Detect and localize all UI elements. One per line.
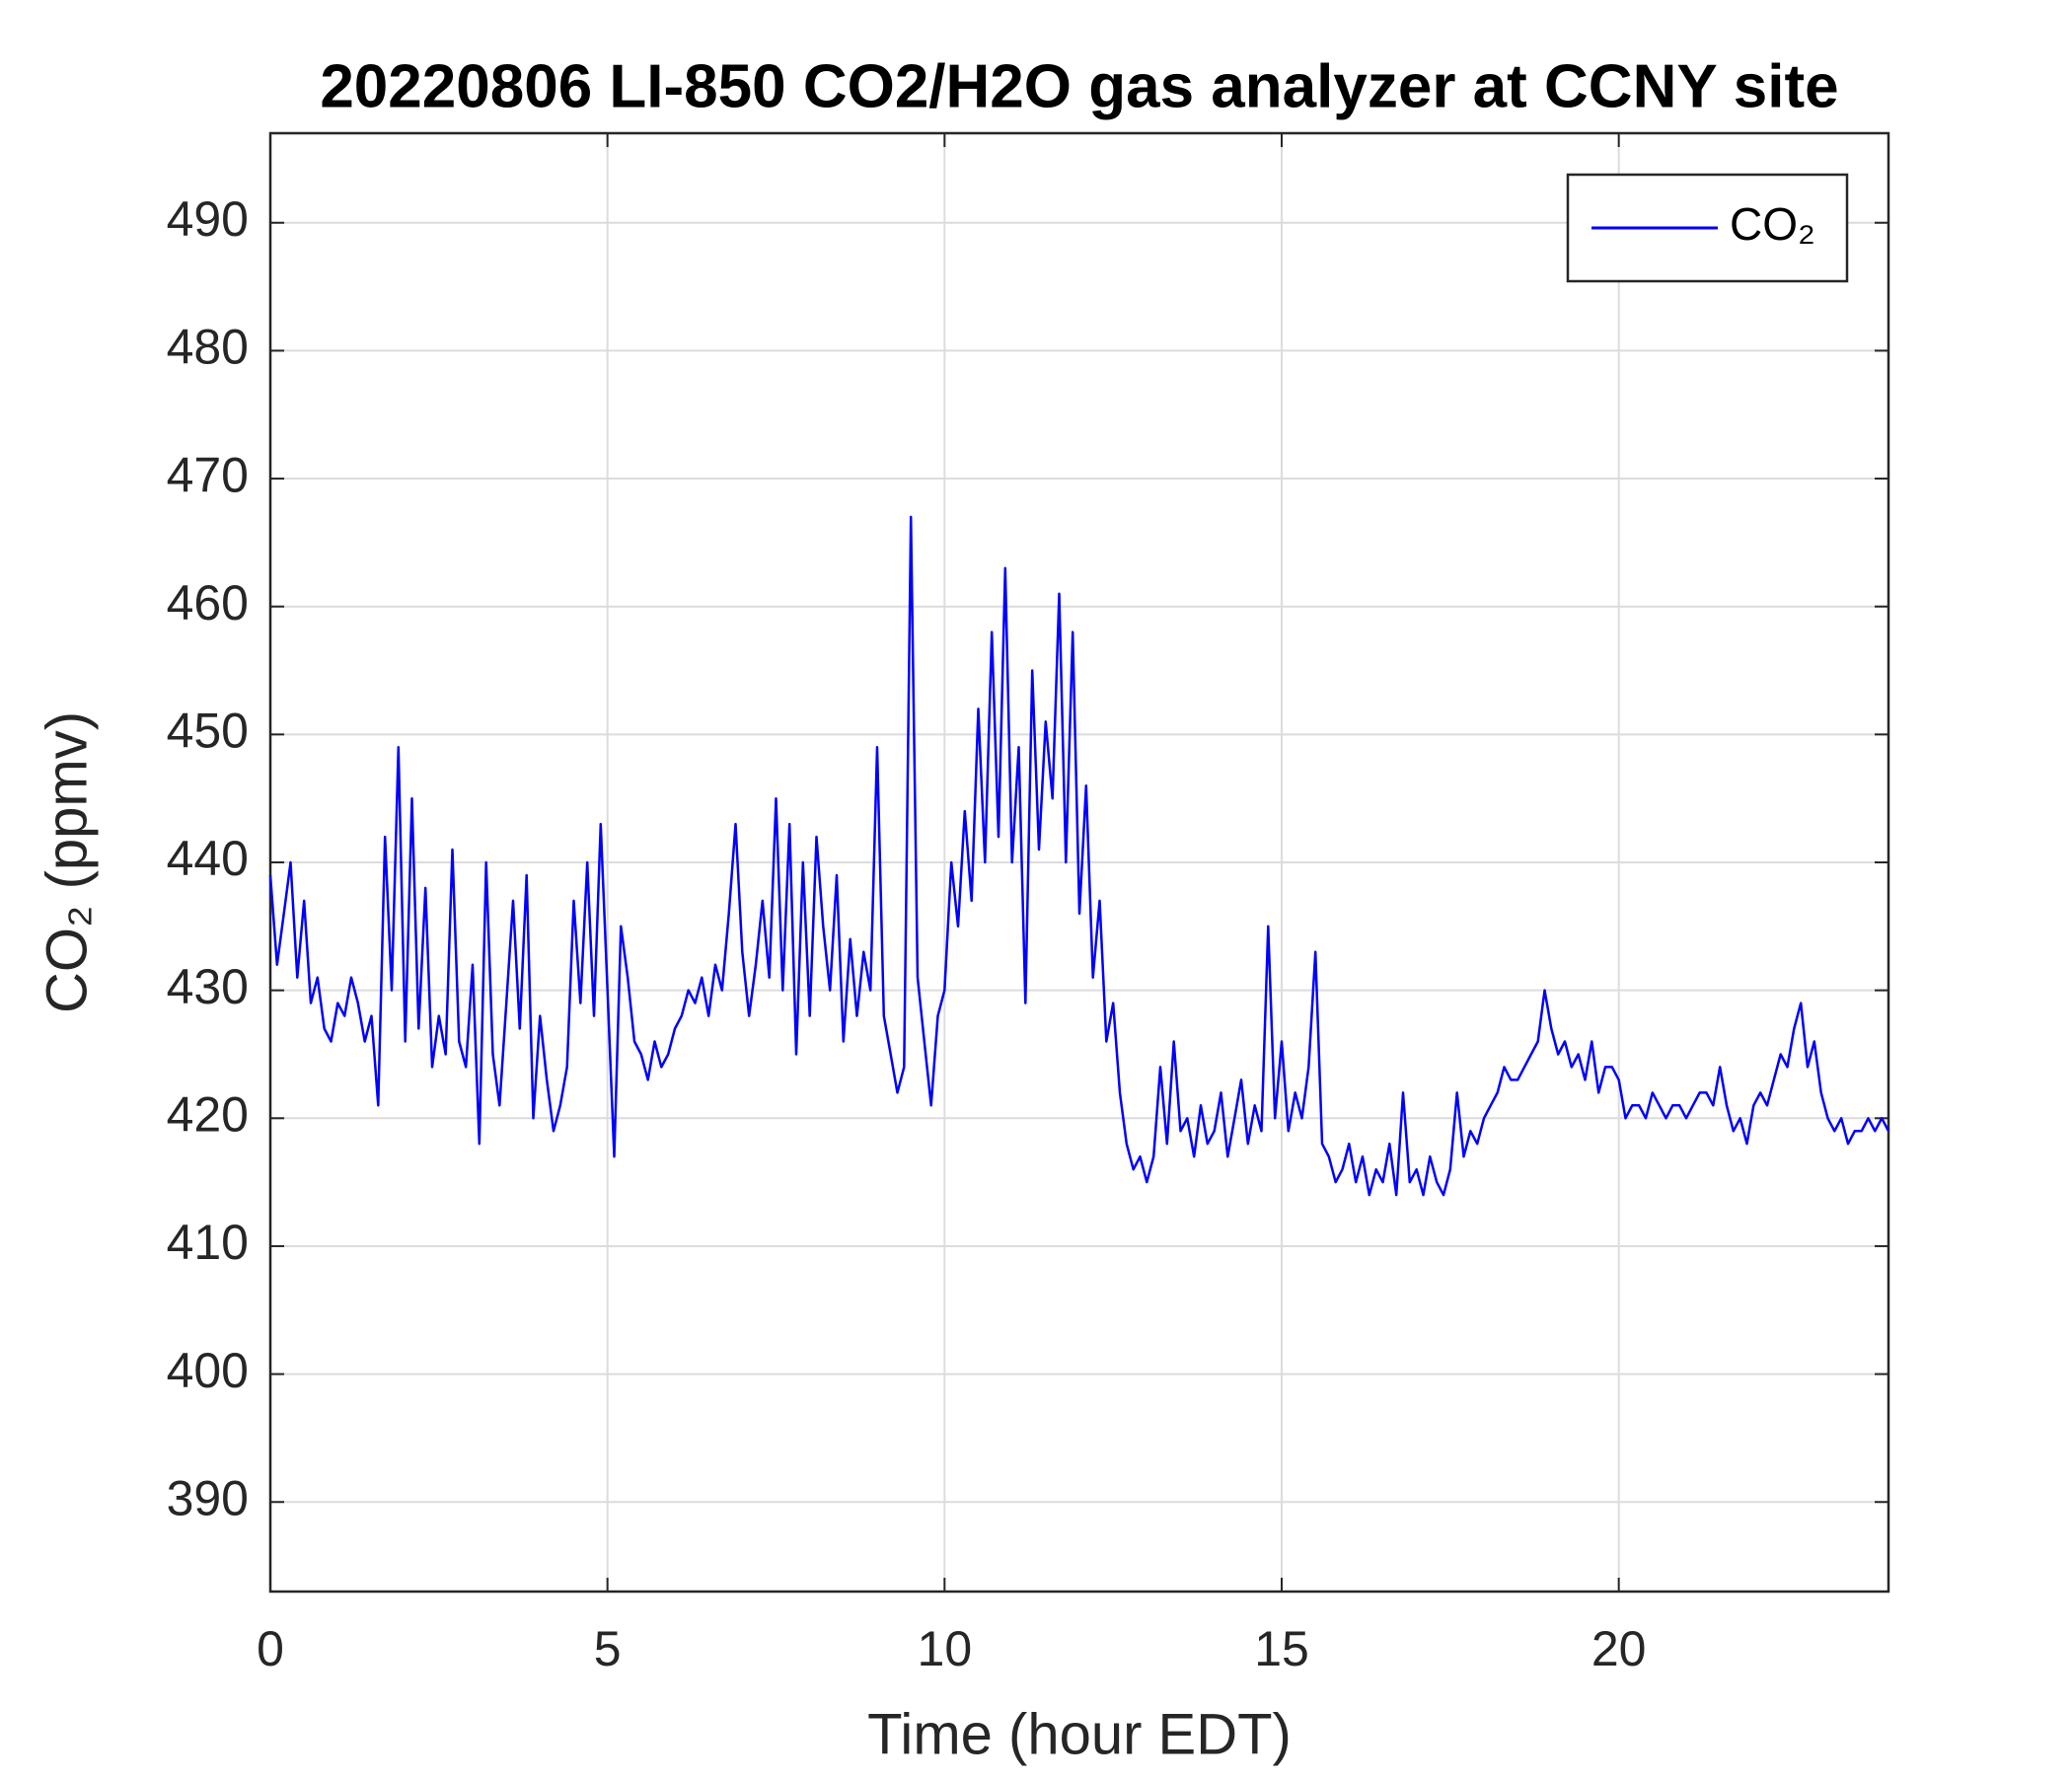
x-axis-label: Time (hour EDT)	[867, 1702, 1292, 1766]
x-tick-label: 20	[1591, 1621, 1647, 1676]
x-tick-label: 0	[257, 1621, 284, 1676]
y-tick-label: 490	[167, 191, 249, 247]
y-tick-label: 420	[167, 1087, 249, 1143]
y-tick-label: 480	[167, 320, 249, 375]
y-tick-label: 400	[167, 1343, 249, 1398]
legend-label: CO₂	[1730, 198, 1815, 250]
y-tick-label: 430	[167, 959, 249, 1014]
x-tick-label: 15	[1254, 1621, 1309, 1676]
y-tick-label: 470	[167, 447, 249, 502]
data-line	[268, 515, 1890, 1197]
y-tick-label: 390	[167, 1470, 249, 1525]
chart-title: 20220806 LI-850 CO2/H2O gas analyzer at …	[320, 52, 1838, 120]
plot-frame	[268, 131, 1890, 1594]
y-tick-label: 440	[167, 831, 249, 886]
x-tick-label: 10	[918, 1621, 973, 1676]
y-tick-label: 410	[167, 1215, 249, 1270]
y-tick-label: 450	[167, 704, 249, 759]
y-axis-label: CO₂ (ppmv)	[35, 711, 99, 1013]
y-tick-label: 460	[167, 575, 249, 631]
x-tick-label: 5	[594, 1621, 622, 1676]
